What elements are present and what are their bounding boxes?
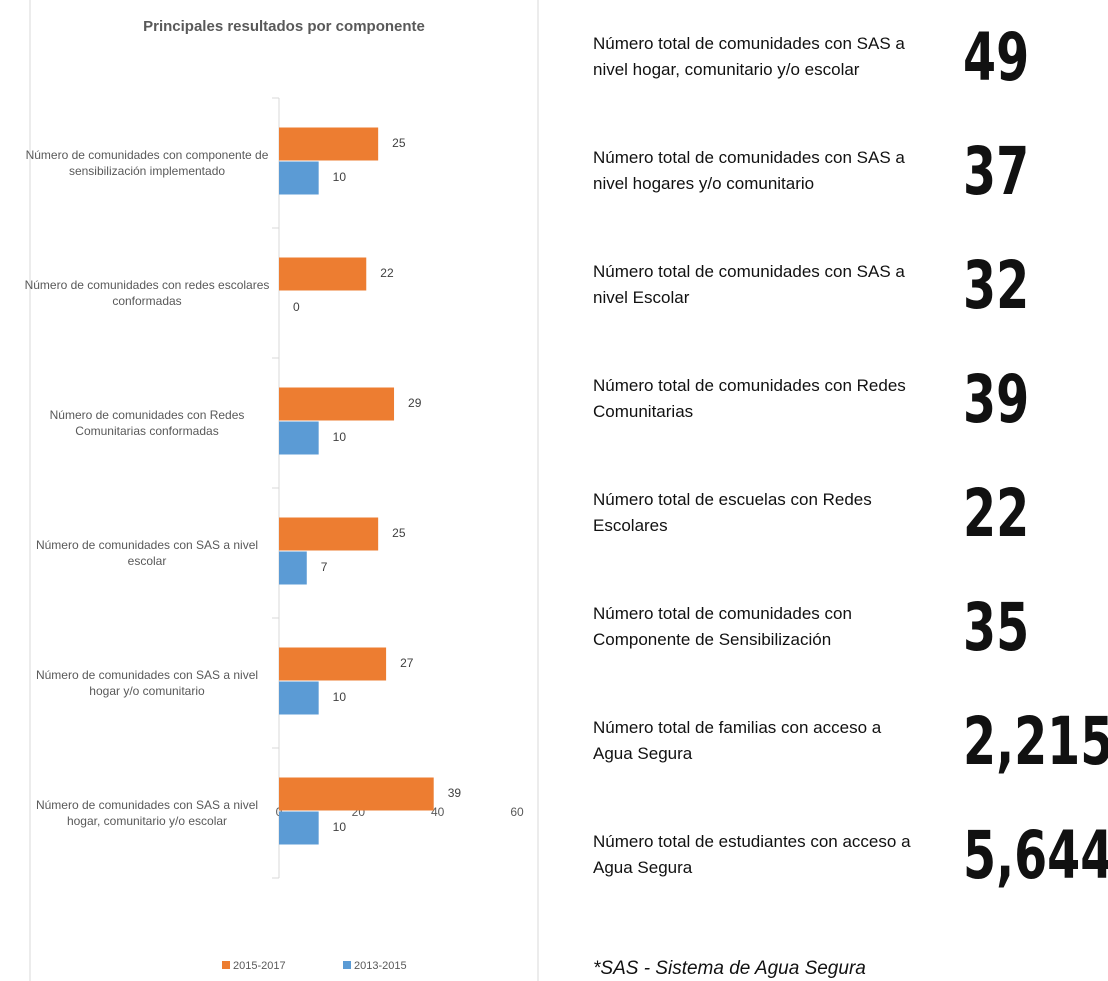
stat-label: Número total de estudiantes con acceso a… (593, 832, 911, 877)
bar (279, 777, 434, 811)
stat-value: 2,215 (963, 702, 1108, 780)
data-label: 7 (321, 560, 328, 574)
category-label: Número de comunidades con SAS a nivel ho… (35, 798, 259, 828)
stat-value: 39 (963, 360, 1030, 438)
stat-label: Número total de comunidades con SAS a ni… (593, 34, 905, 79)
data-label: 10 (333, 820, 347, 834)
legend-label: 2013-2015 (354, 960, 407, 972)
stat-value: 35 (963, 588, 1030, 666)
stat-item: Número total de familias con acceso a Ag… (593, 684, 1108, 798)
chart: Principales resultados por componente 0 2… (29, 0, 539, 981)
data-label: 0 (293, 300, 300, 314)
bar (279, 551, 307, 585)
data-label: 10 (333, 690, 347, 704)
stat-item: Número total de comunidades con Redes Co… (593, 342, 1108, 456)
data-label: 39 (448, 786, 462, 800)
footnote: *SAS - Sistema de Agua Segura (593, 958, 866, 979)
legend-swatch (222, 961, 230, 969)
bar (279, 387, 395, 421)
data-label: 27 (400, 656, 414, 670)
stat-item: Número total de comunidades con Componen… (593, 570, 1108, 684)
data-label: 10 (333, 430, 347, 444)
stat-label: Número total de comunidades con Componen… (593, 604, 852, 649)
data-label: 29 (408, 396, 422, 410)
category-label: Número de comunidades con componente de … (25, 148, 269, 178)
stat-label: Número total de comunidades con Redes Co… (593, 376, 906, 421)
x-tick-label: 40 (431, 805, 445, 819)
stat-value: 22 (963, 474, 1030, 552)
stat-item: Número total de escuelas con Redes Escol… (593, 456, 1108, 570)
stat-value: 37 (963, 132, 1030, 210)
stat-value: 5,644 (963, 816, 1108, 894)
bar (279, 161, 319, 195)
data-label: 22 (380, 266, 394, 280)
stat-label: Número total de comunidades con SAS a ni… (593, 262, 905, 307)
stat-item: Número total de comunidades con SAS a ni… (593, 0, 1108, 114)
bar (279, 811, 319, 845)
category-label: Número de comunidades con SAS a nivel ho… (35, 668, 259, 698)
bar (279, 421, 319, 455)
chart-title: Principales resultados por componente (143, 18, 425, 35)
stat-item: Número total de comunidades con SAS a ni… (593, 114, 1108, 228)
category-label: Número de comunidades con redes escolare… (24, 278, 270, 308)
stat-value: 49 (963, 18, 1030, 96)
category-label: Número de comunidades con Redes Comunita… (49, 408, 245, 438)
stat-label: Número total de comunidades con SAS a ni… (593, 148, 905, 193)
stat-label: Número total de escuelas con Redes Escol… (593, 490, 872, 535)
stat-item: Número total de estudiantes con acceso a… (593, 798, 1108, 912)
stat-label: Número total de familias con acceso a Ag… (593, 718, 882, 763)
legend-swatch (343, 961, 351, 969)
stat-value: 32 (963, 246, 1030, 324)
legend-label: 2015-2017 (233, 960, 286, 972)
bar (279, 127, 379, 161)
data-label: 10 (333, 170, 347, 184)
category-label: Número de comunidades con SAS a nivel es… (35, 538, 259, 568)
stat-item: Número total de comunidades con SAS a ni… (593, 228, 1108, 342)
bar (279, 257, 367, 291)
data-label: 25 (392, 526, 406, 540)
bar (279, 517, 379, 551)
bar (279, 681, 319, 715)
data-label: 25 (392, 136, 406, 150)
bar (279, 647, 387, 681)
x-tick-label: 60 (510, 805, 524, 819)
